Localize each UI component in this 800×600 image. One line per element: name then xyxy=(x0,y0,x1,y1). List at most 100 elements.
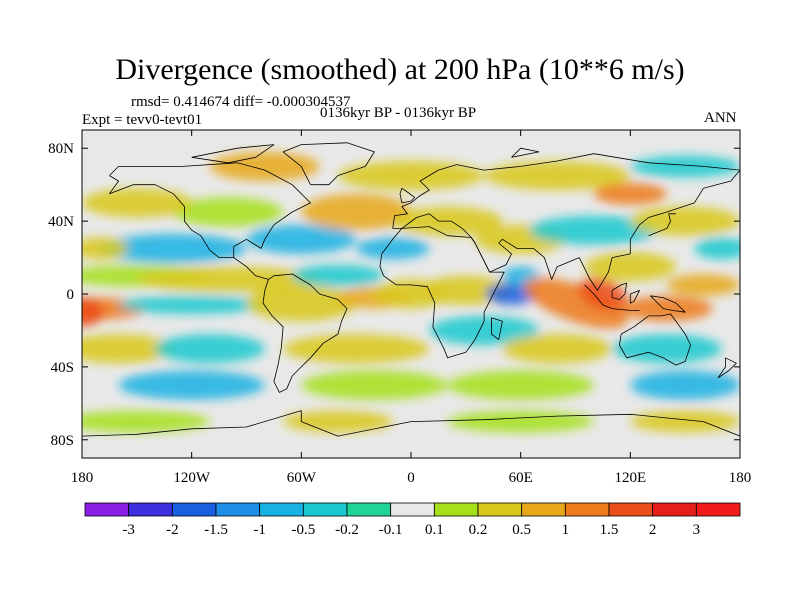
colorbar-box xyxy=(390,502,435,517)
coastline xyxy=(82,410,740,437)
coastline xyxy=(399,187,416,204)
field-patch xyxy=(523,277,628,329)
lat-tick-label: 80S xyxy=(51,433,74,449)
coastline xyxy=(379,226,505,359)
field-patch xyxy=(578,277,628,311)
field-patch xyxy=(301,193,411,231)
coastline xyxy=(650,295,686,313)
colorbar-box xyxy=(433,502,479,517)
coastline xyxy=(584,284,640,311)
field-patch xyxy=(630,370,740,400)
plot-title: Divergence (smoothed) at 200 hPa (10**6 … xyxy=(115,53,685,86)
stats-text: rmsd= 0.414674 diff= -0.000304537 xyxy=(131,94,351,110)
field-patch xyxy=(666,273,740,296)
period-text: 0136kyr BP - 0136kyr BP xyxy=(320,105,477,121)
field-patch xyxy=(283,334,430,364)
colorbar-box xyxy=(346,502,392,517)
colorbar-label: 1.5 xyxy=(600,522,619,538)
divergence-field xyxy=(82,151,740,433)
lon-tick-label: 120E xyxy=(614,470,646,486)
colorbar-label: -0.2 xyxy=(335,522,359,538)
coastline xyxy=(282,142,375,186)
lat-tick-label: 40N xyxy=(48,214,74,230)
lon-tick-label: 120W xyxy=(173,470,211,486)
field-patch xyxy=(173,197,284,227)
field-patch xyxy=(292,264,384,287)
coastline xyxy=(619,313,691,366)
colorbar-label: 0.5 xyxy=(512,522,531,538)
colorbar-box xyxy=(608,502,654,517)
field-patch xyxy=(82,410,210,433)
field-patch xyxy=(630,410,740,433)
field-patch xyxy=(447,370,594,400)
coastline xyxy=(491,317,503,340)
coastline xyxy=(717,357,737,379)
coastline xyxy=(109,162,311,258)
field-patch xyxy=(529,215,658,245)
colorbar-label: -1.5 xyxy=(204,522,228,538)
field-patch xyxy=(118,370,265,400)
field-patch xyxy=(82,188,192,218)
field-patch xyxy=(82,297,104,327)
colorbar-label: -0.5 xyxy=(291,522,315,538)
lat-tick-label: 80N xyxy=(48,141,74,157)
field-patch xyxy=(246,284,357,322)
field-patch xyxy=(100,233,247,264)
colorbar-box xyxy=(521,502,566,517)
field-patch xyxy=(155,334,265,364)
colorbar-label: -0.1 xyxy=(379,522,403,538)
latitude-axis: 80N 40N 0 40S 80S xyxy=(48,141,740,449)
coastline xyxy=(233,257,348,393)
lon-tick-label: 180 xyxy=(71,470,94,486)
field-patch xyxy=(484,160,631,191)
colorbar-box xyxy=(652,502,697,517)
coastline xyxy=(648,213,676,237)
coastlines xyxy=(82,142,740,437)
field-patch xyxy=(356,237,430,260)
field-patch xyxy=(301,370,448,400)
colorbar-label: -1 xyxy=(253,522,266,538)
field-patch xyxy=(630,155,740,178)
experiment-text: Expt = tevv0-tevt01 xyxy=(82,112,203,128)
colorbar-label: 1 xyxy=(562,522,570,538)
lat-tick-label: 0 xyxy=(67,287,75,303)
lat-tick-label: 40S xyxy=(51,360,74,376)
colorbar-box xyxy=(84,502,130,517)
coastline xyxy=(191,144,275,164)
field-patch xyxy=(612,334,722,364)
colorbar-box xyxy=(215,502,261,517)
field-patch xyxy=(136,266,320,293)
colorbar-label: 3 xyxy=(693,522,701,538)
field-patch xyxy=(694,237,740,260)
field-patch xyxy=(337,160,485,191)
lon-tick-label: 60W xyxy=(287,470,317,486)
colorbar-label: 2 xyxy=(649,522,657,538)
season-text: ANN xyxy=(704,110,737,126)
colorbar-label: 0.2 xyxy=(469,522,488,538)
colorbar-box xyxy=(171,502,217,517)
field-patch xyxy=(82,237,128,260)
field-patch xyxy=(502,334,613,364)
field-patch xyxy=(429,315,539,346)
colorbar-box xyxy=(259,502,304,517)
colorbar-box xyxy=(695,502,741,517)
field-patch xyxy=(82,334,174,364)
colorbar-label: -2 xyxy=(166,522,179,538)
colorbar-label: -3 xyxy=(122,522,135,538)
field-patch xyxy=(246,224,357,254)
field-patch xyxy=(593,182,667,205)
lon-tick-label: 180 xyxy=(729,470,752,486)
coastline xyxy=(511,147,540,158)
colorbar-box xyxy=(302,502,348,517)
coastline xyxy=(611,282,628,300)
lon-tick-label: 0 xyxy=(407,470,415,486)
longitude-axis: 180 120W 60W 0 60E 120E 180 xyxy=(71,130,752,486)
lon-tick-label: 60E xyxy=(509,470,533,486)
colorbar-box xyxy=(564,502,610,517)
field-patch xyxy=(630,206,740,236)
colorbar-label: 0.1 xyxy=(425,522,444,538)
field-patch xyxy=(283,410,393,433)
coastline xyxy=(629,290,640,304)
